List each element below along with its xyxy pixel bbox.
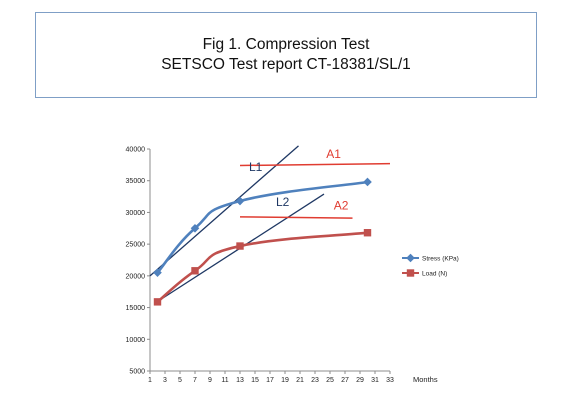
- series-line: [156, 180, 368, 274]
- legend-marker: [406, 269, 415, 277]
- reference-line-a2: [239, 216, 353, 219]
- x-tick-label: 31: [371, 377, 379, 384]
- x-tick-label: 23: [311, 377, 319, 384]
- data-point: [236, 242, 244, 250]
- data-point: [190, 223, 200, 233]
- legend-item: Load (N): [402, 269, 447, 277]
- y-tick-label: 15000: [126, 305, 146, 312]
- annotation-a1: A1: [326, 147, 341, 161]
- x-tick-label: 1: [148, 377, 152, 384]
- data-point: [363, 229, 372, 237]
- chart-axes: 5000 10000 15000 20000 25000 30000 35000 40000 1…: [126, 147, 394, 385]
- annotation-a2: A2: [334, 198, 349, 212]
- x-axis-label: Months: [413, 375, 438, 384]
- reference-lines: [149, 145, 391, 304]
- series-layer: [153, 177, 372, 306]
- x-tick-label: 13: [236, 377, 244, 384]
- x-tick-label: 27: [341, 377, 349, 384]
- data-point: [191, 267, 199, 275]
- y-tick-label: 5000: [129, 369, 145, 376]
- legend: Stress (KPa) Load (N): [402, 253, 459, 277]
- y-tick-label: 10000: [126, 337, 146, 344]
- reference-line-a1: [239, 162, 391, 167]
- data-point: [153, 268, 162, 277]
- data-point: [235, 196, 245, 206]
- x-tick-label: 15: [251, 377, 259, 384]
- legend-label: Stress (KPa): [422, 255, 459, 262]
- title-box: Fig 1. Compression Test SETSCO Test repo…: [35, 12, 537, 98]
- data-point: [153, 298, 162, 306]
- x-tick-label: 33: [386, 377, 394, 384]
- series-2: [153, 229, 372, 306]
- series-line: [156, 231, 368, 303]
- annotation-l1: L1: [249, 160, 263, 174]
- reference-line-l1: [149, 145, 299, 277]
- x-tick-label: 3: [163, 377, 167, 384]
- x-tick-label: 11: [221, 377, 228, 384]
- x-tick-label: 19: [281, 377, 289, 384]
- y-tick-label: 20000: [126, 273, 146, 280]
- x-tick-label: 5: [178, 377, 182, 384]
- series-1: [153, 177, 372, 277]
- legend-item: Stress (KPa): [402, 253, 459, 263]
- chart-title: Fig 1. Compression Test: [202, 36, 370, 53]
- annotation-layer: L1 L2 A1 A2: [249, 147, 349, 212]
- x-tick-label: 17: [266, 377, 274, 384]
- legend-marker: [406, 253, 415, 263]
- chart-subtitle: SETSCO Test report CT-18381/SL/1: [161, 56, 411, 73]
- x-tick-label: 29: [356, 377, 364, 384]
- x-tick-label: 9: [208, 377, 212, 384]
- y-tick-label: 40000: [126, 147, 146, 154]
- legend-label: Load (N): [422, 270, 447, 277]
- x-tick-label: 21: [296, 377, 304, 384]
- x-tick-label: 7: [193, 377, 197, 384]
- y-tick-label: 35000: [126, 178, 146, 185]
- data-point: [363, 177, 372, 187]
- x-tick-label: 25: [326, 377, 334, 384]
- y-tick-label: 30000: [126, 210, 146, 217]
- y-tick-label: 25000: [126, 242, 146, 249]
- annotation-l2: L2: [276, 195, 290, 209]
